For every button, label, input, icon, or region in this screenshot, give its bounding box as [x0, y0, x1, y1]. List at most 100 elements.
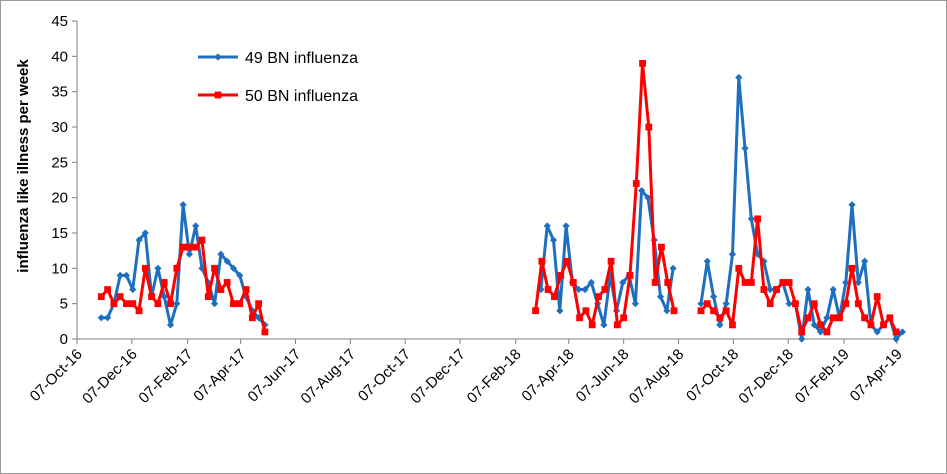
series-49-bn-point — [97, 314, 105, 322]
x-tick-label: 07-Jun-18 — [573, 346, 633, 406]
series-50-bn-point — [563, 257, 571, 265]
series-50-bn-point — [148, 293, 156, 300]
series-50-bn-point — [544, 286, 552, 293]
series-50-bn-point — [620, 314, 628, 322]
series-49-bn-point — [619, 278, 627, 287]
y-tick-label: 20 — [51, 190, 68, 207]
series-50-bn-point — [230, 300, 237, 308]
series-49-bn-point — [798, 335, 806, 343]
series-50-bn-point — [223, 279, 231, 286]
series-50-bn-point — [867, 321, 875, 329]
series-49-bn-point — [166, 321, 175, 329]
y-tick-label: 25 — [51, 154, 68, 171]
series-50-bn-point — [817, 321, 824, 329]
series-50-bn-point — [716, 314, 724, 322]
y-tick-label: 40 — [51, 48, 68, 65]
series-50-bn-point — [760, 286, 768, 293]
series-50-bn-point — [116, 293, 124, 300]
series-50-bn-point — [747, 279, 755, 286]
y-tick-label: 15 — [51, 225, 68, 242]
series-49-bn-point — [697, 300, 705, 308]
series-49-bn-point — [122, 271, 131, 279]
x-tick-label: 07-Dec-18 — [735, 346, 797, 408]
series-49-bn-point — [644, 194, 652, 202]
series-49-bn-point — [848, 201, 856, 209]
series-50-bn-point — [729, 321, 736, 329]
series-49-bn-point — [575, 285, 583, 294]
y-tick-label: 45 — [51, 13, 68, 30]
series-49-bn-point — [754, 250, 762, 258]
series-50-bn-point — [110, 300, 118, 308]
series-50-bn-point — [703, 300, 711, 308]
series-49-bn-point — [747, 215, 755, 223]
series-49-bn-point — [810, 321, 818, 329]
series-49-bn-point — [103, 314, 112, 322]
legend-label: 50 BN influenza — [245, 88, 358, 105]
series-49-bn-point — [154, 264, 162, 272]
series-50-bn-point — [823, 328, 831, 336]
series-50-bn-point — [588, 321, 596, 329]
series-50-bn-point — [198, 236, 206, 244]
x-ticks: 07-Oct-1607-Dec-1607-Feb-1707-Apr-1707-J… — [27, 339, 906, 407]
x-tick-label: 07-Aug-17 — [298, 346, 360, 408]
legend: 49 BN influenza 50 BN influenza — [198, 50, 358, 105]
series-50-bn-point — [261, 328, 269, 336]
series-49-bn-point — [735, 73, 743, 82]
series-49-bn-point — [198, 264, 206, 272]
series-49-bn-point — [804, 285, 812, 294]
series-49-bn-point — [173, 300, 181, 308]
series-49-bn-point — [261, 321, 269, 329]
series-49-bn-point — [549, 236, 558, 244]
series-50-bn-point — [892, 328, 900, 336]
series-50-bn-point — [582, 307, 590, 315]
series-1 — [97, 73, 906, 343]
series-49-bn-point — [728, 250, 737, 258]
series-49-bn-point — [242, 293, 250, 301]
series-49-bn-point — [709, 293, 718, 301]
series-50-bn-point — [557, 272, 565, 279]
series-49-bn-point — [656, 293, 665, 301]
series-49-bn-point — [543, 222, 551, 230]
series-50-bn-line — [100, 238, 267, 333]
series-50-bn-point — [848, 264, 856, 272]
x-tick-label: 07-Feb-17 — [135, 346, 196, 407]
x-tick-label: 07-Dec-17 — [407, 346, 469, 408]
series-50-bn-point — [766, 300, 774, 308]
series-50-bn-point — [135, 307, 143, 315]
series-49-bn-point — [829, 285, 837, 294]
series-50-bn-point — [185, 243, 193, 251]
series-50-bn-point — [551, 293, 558, 300]
legend-swatch-marker — [214, 53, 222, 61]
series-50-bn-point — [595, 293, 602, 300]
series-50-bn-point — [141, 264, 149, 272]
series-50-bn-point — [97, 293, 105, 300]
series-50-bn-point — [810, 300, 818, 308]
series-50-bn-point — [785, 279, 793, 286]
series-50-bn-point — [779, 279, 787, 286]
x-tick-label: 07-Oct-17 — [355, 346, 414, 405]
y-ticks: 0 5 10 15 20 25 30 35 40 45 — [51, 13, 77, 348]
series-50-bn-point — [791, 300, 799, 308]
series-50-bn-point — [179, 243, 187, 251]
series-50-bn-point — [154, 300, 162, 308]
series-50-bn-point — [211, 264, 218, 272]
x-tick-label: 07-Dec-16 — [79, 346, 141, 408]
series-50-bn-point — [160, 279, 168, 286]
y-tick-label: 10 — [51, 260, 68, 277]
series-50-bn-point — [842, 300, 850, 308]
series-49-bn-point — [873, 328, 881, 336]
series-50-bn-point — [248, 314, 256, 322]
series-49-bn-point — [160, 293, 168, 301]
x-tick-label: 07-Feb-19 — [792, 346, 853, 407]
series-50-bn-point — [804, 314, 812, 322]
series-49-bn-point — [236, 271, 244, 279]
series-50-bn-point — [798, 328, 806, 336]
series-49-bn-line — [699, 76, 904, 341]
series-50-bn-point — [123, 300, 130, 308]
y-tick-label: 0 — [60, 331, 68, 348]
series-50-bn-point — [829, 314, 837, 322]
y-tick-label: 30 — [51, 119, 68, 136]
series-50-bn-point — [255, 300, 263, 308]
